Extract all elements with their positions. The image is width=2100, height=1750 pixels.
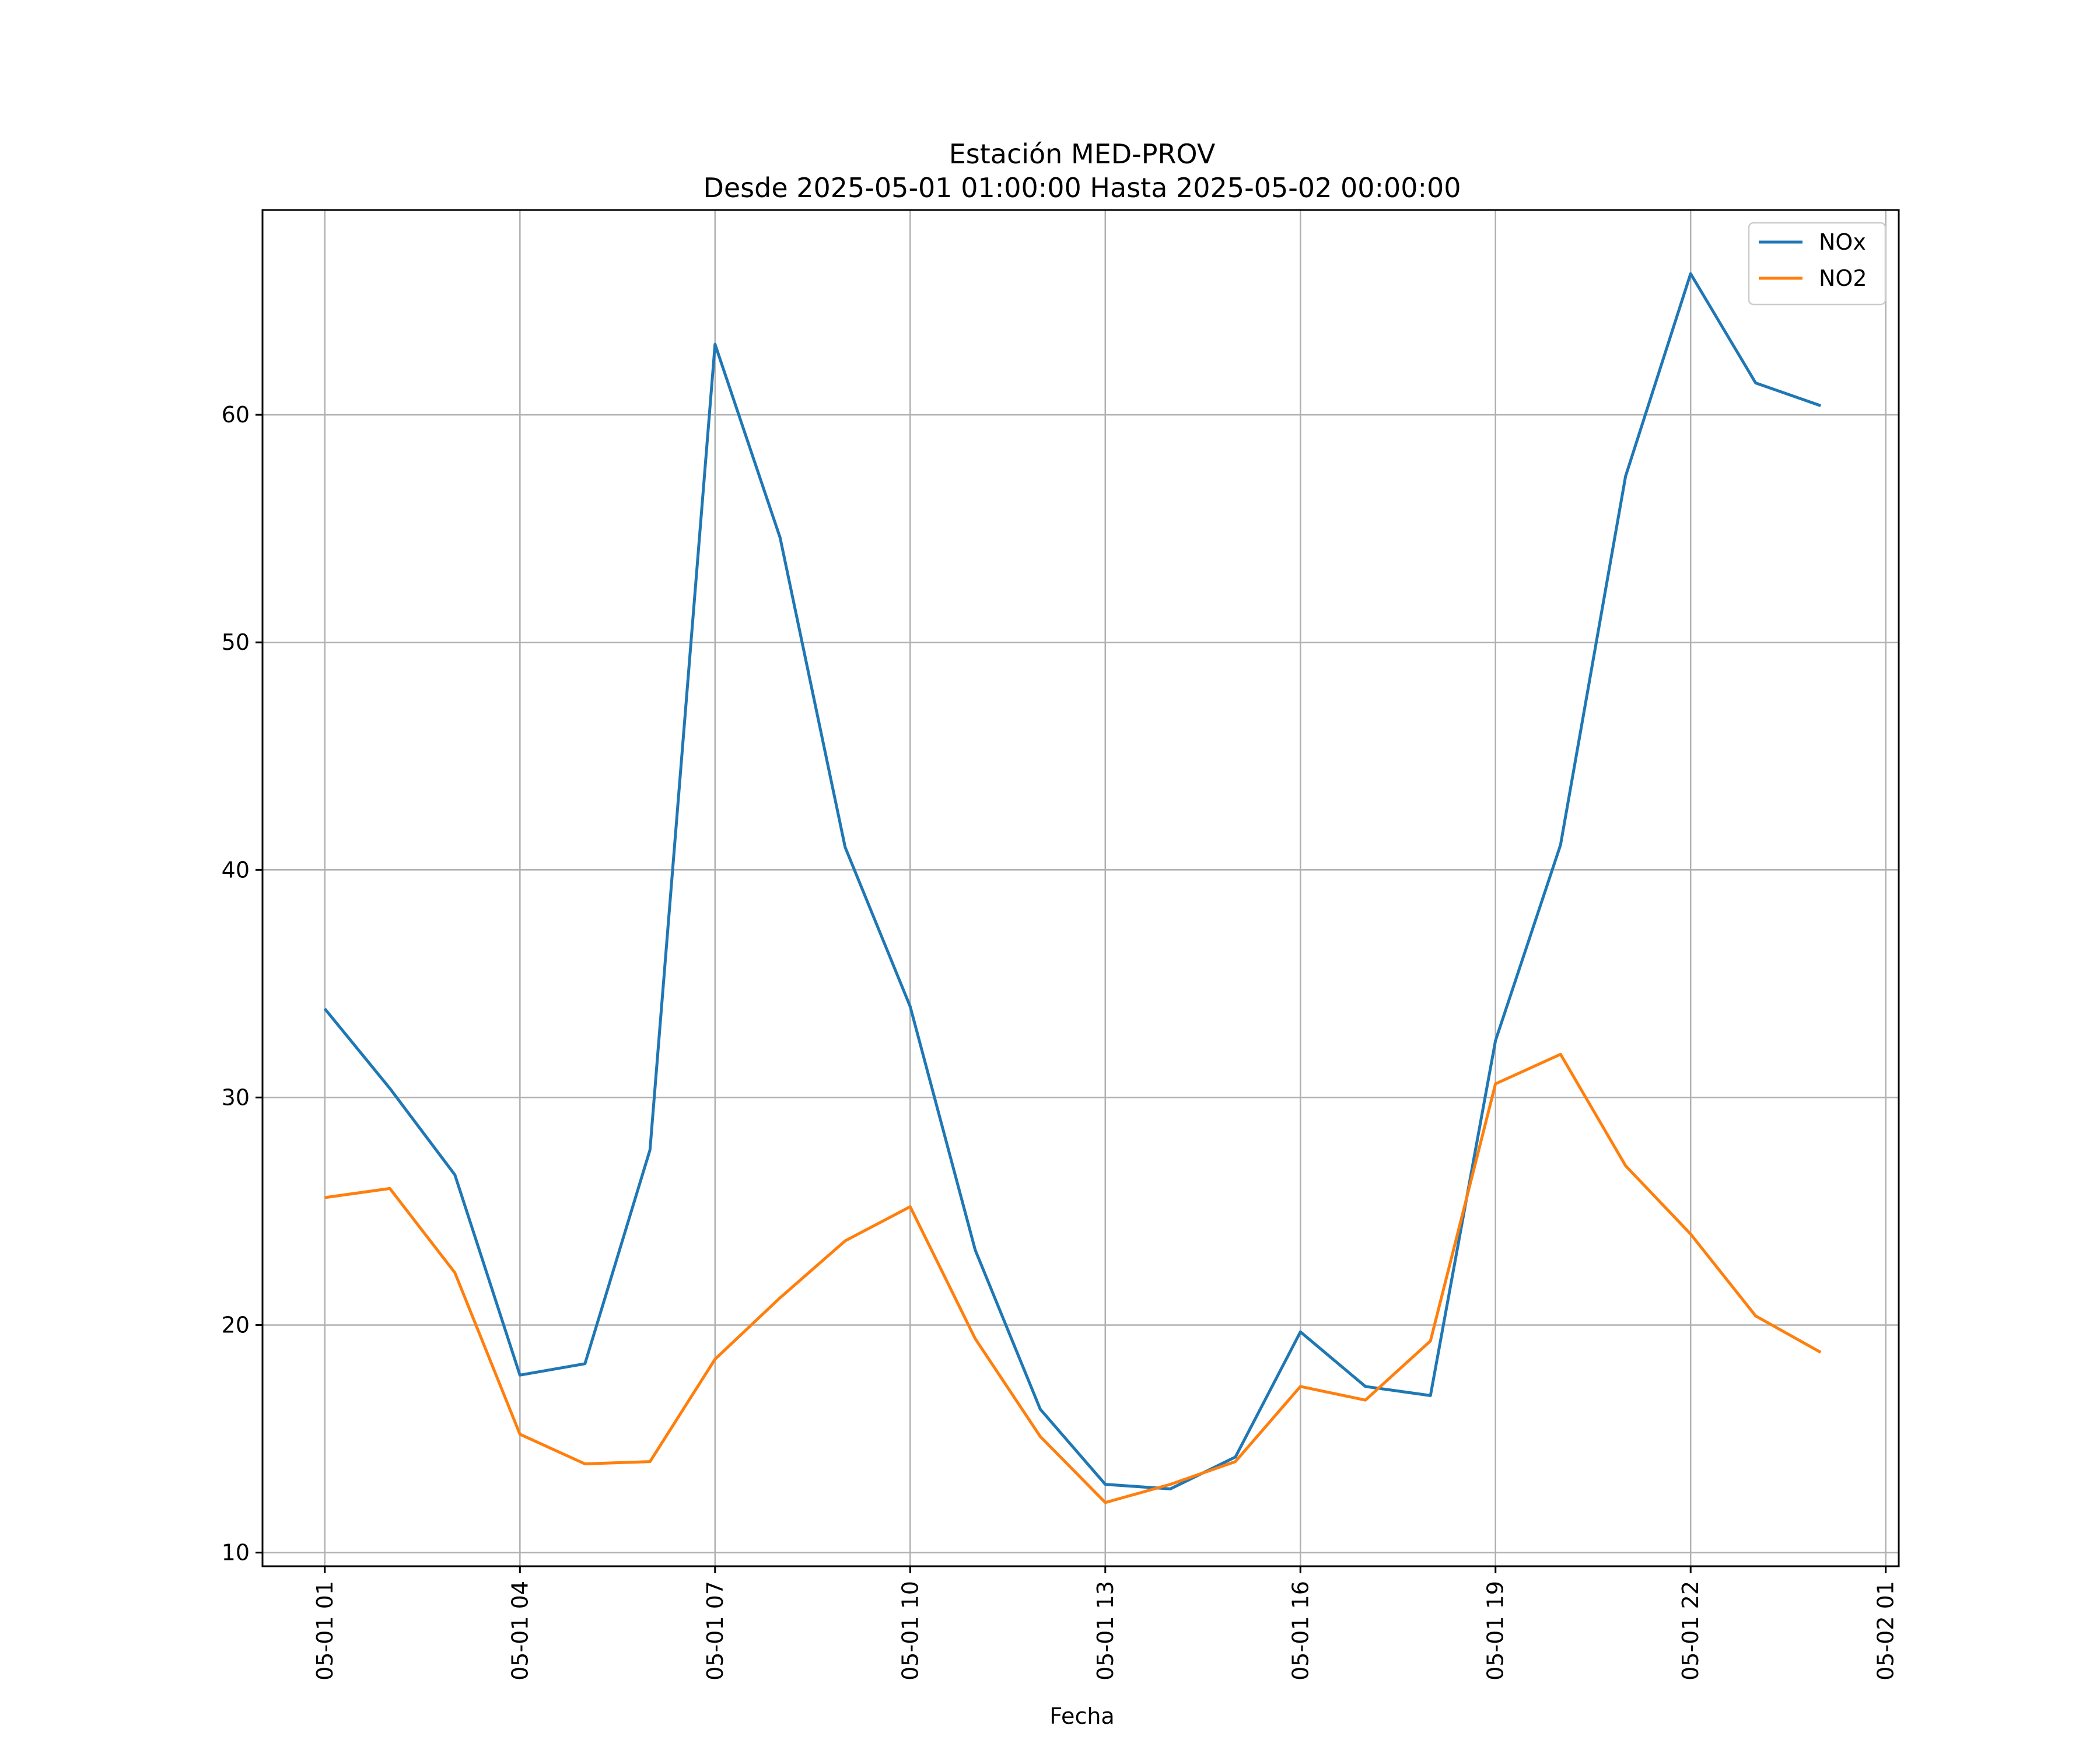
x-tick-label: 05-01 10 (897, 1581, 923, 1681)
y-tick-label: 30 (222, 1084, 250, 1110)
axis-ticks: 10 20 30 40 50 60 05-01 01 05-01 04 05-01 07 05-0… (222, 402, 1899, 1681)
y-tick-label: 10 (222, 1540, 250, 1566)
x-tick-label: 05-01 04 (507, 1581, 533, 1681)
y-tick-label: 60 (222, 402, 250, 428)
y-tick-label: 20 (222, 1312, 250, 1338)
x-tick-label: 05-01 19 (1483, 1581, 1508, 1681)
y-tick-label: 40 (222, 857, 250, 883)
chart-title: Estación MED-PROV (949, 138, 1216, 170)
chart-subtitle: Desde 2025-05-01 01:00:00 Hasta 2025-05-… (703, 172, 1461, 204)
x-axis-label: Fecha (1049, 1703, 1114, 1729)
series-line-no2 (324, 1052, 1822, 1504)
grid (262, 210, 1899, 1566)
legend-label-no2: NO2 (1819, 265, 1867, 291)
x-tick-label: 05-01 13 (1093, 1581, 1118, 1681)
legend-label-nox: NOx (1819, 229, 1866, 255)
series-line-nox (323, 272, 1822, 1490)
plot-series (323, 272, 1822, 1504)
x-tick-label: 05-01 01 (312, 1581, 338, 1681)
x-tick-label: 05-02 01 (1873, 1581, 1899, 1681)
legend: NOx NO2 (1748, 222, 1887, 306)
x-tick-label: 05-01 07 (702, 1581, 728, 1681)
x-tick-label: 05-01 22 (1678, 1581, 1703, 1681)
y-tick-label: 50 (222, 629, 250, 655)
axes-frame (261, 209, 1900, 1567)
x-tick-label: 05-01 16 (1287, 1581, 1313, 1681)
